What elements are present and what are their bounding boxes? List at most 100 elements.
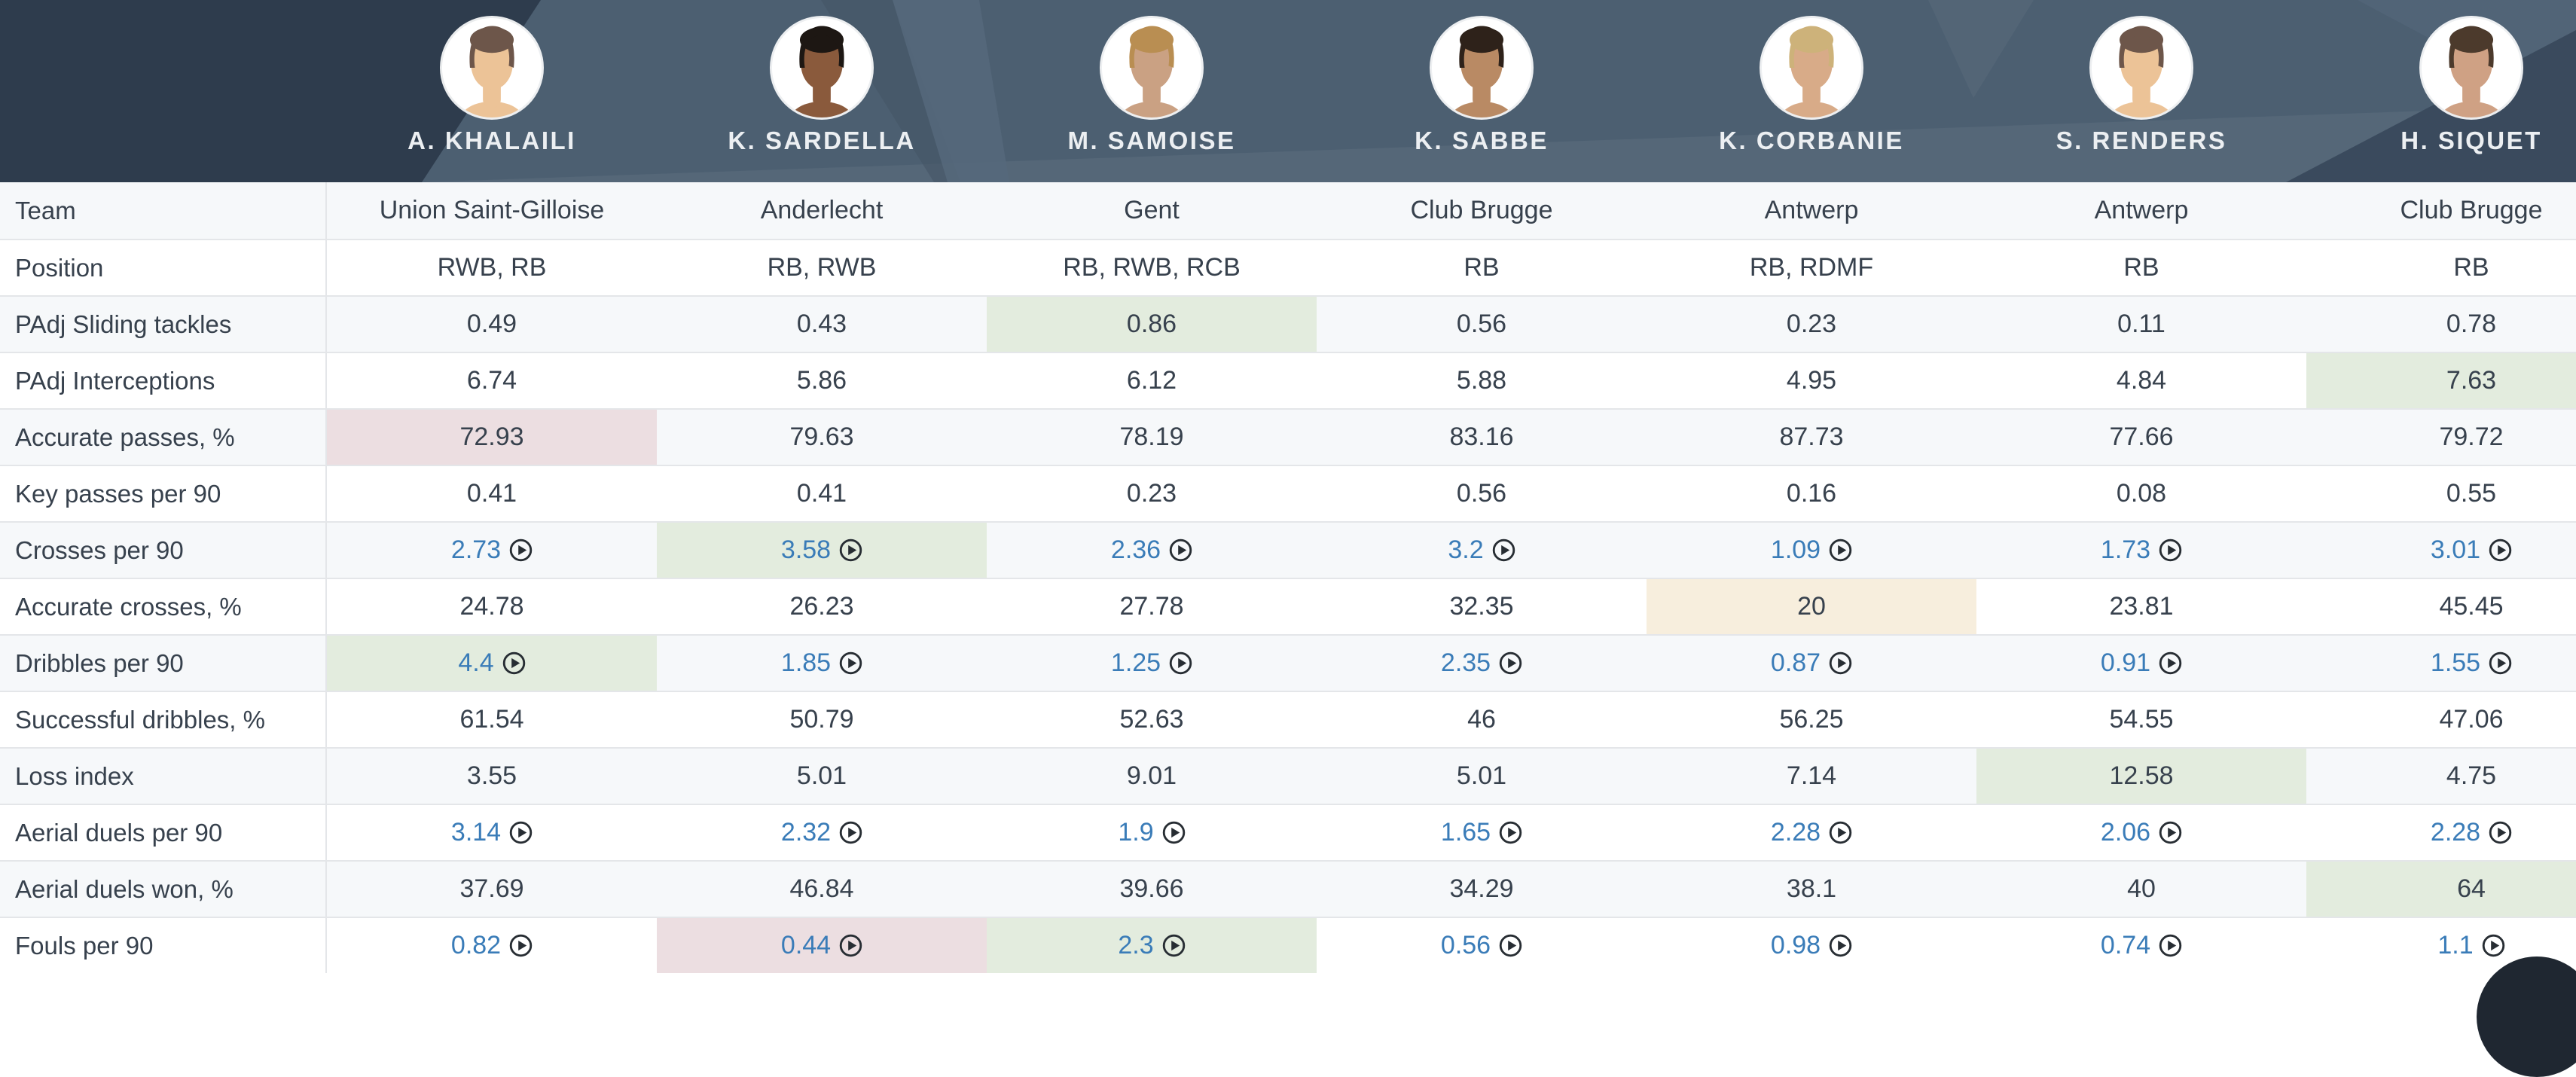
- stat-value[interactable]: 2.28: [2430, 818, 2481, 847]
- stat-value[interactable]: 2.3: [1118, 931, 1154, 960]
- row-label: Dribbles per 90: [0, 636, 327, 691]
- stat-value: Antwerp: [1764, 196, 1859, 224]
- player-column: K. SABBE: [1317, 0, 1647, 182]
- stat-value: 45.45: [2439, 592, 2504, 621]
- player-name[interactable]: K. CORBANIE: [1719, 127, 1904, 154]
- stat-value[interactable]: 1.85: [780, 648, 832, 677]
- stat-value[interactable]: 0.98: [1770, 931, 1821, 960]
- play-video-icon[interactable]: [1162, 934, 1186, 957]
- player-column: A. KHALAILI: [327, 0, 657, 182]
- play-video-icon[interactable]: [509, 538, 533, 562]
- stat-cell: 79.72: [2306, 410, 2576, 465]
- placeholder-avatar[interactable]: [442, 18, 542, 117]
- stat-value: 9.01: [1126, 761, 1177, 790]
- table-row: Accurate crosses, % 24.78 26.23 27.78 32.35 2…: [0, 578, 2576, 634]
- play-video-icon[interactable]: [1499, 821, 1522, 844]
- play-video-icon[interactable]: [2482, 934, 2505, 957]
- stat-value: RB, RWB, RCB: [1063, 253, 1241, 282]
- stat-value[interactable]: 1.73: [2100, 535, 2151, 564]
- photo-avatar[interactable]: [1762, 18, 1861, 117]
- play-video-icon[interactable]: [2489, 821, 2512, 844]
- chat-bubble-button[interactable]: [2477, 956, 2576, 1077]
- stat-cell: 1.55: [2306, 636, 2576, 691]
- stat-value[interactable]: 3.2: [1448, 535, 1484, 564]
- stat-value[interactable]: 0.56: [1440, 931, 1491, 960]
- player-name[interactable]: S. RENDERS: [2056, 127, 2227, 154]
- stat-value[interactable]: 0.91: [2100, 648, 2151, 677]
- stat-cell: 46.84: [657, 862, 987, 917]
- play-video-icon[interactable]: [2159, 651, 2182, 675]
- play-video-icon[interactable]: [1169, 651, 1192, 675]
- stat-value[interactable]: 2.32: [780, 818, 832, 847]
- row-label: Crosses per 90: [0, 523, 327, 578]
- player-name[interactable]: A. KHALAILI: [407, 127, 576, 154]
- stat-value[interactable]: 0.74: [2100, 931, 2151, 960]
- play-video-icon[interactable]: [839, 934, 862, 957]
- stat-value[interactable]: 2.28: [1770, 818, 1821, 847]
- play-video-icon[interactable]: [502, 651, 526, 675]
- play-video-icon[interactable]: [1829, 538, 1852, 562]
- stat-cell: 77.66: [1976, 410, 2306, 465]
- stat-value[interactable]: 1.25: [1110, 648, 1161, 677]
- stat-value: 4.75: [2446, 761, 2497, 790]
- photo-avatar[interactable]: [2422, 18, 2521, 117]
- stat-value[interactable]: 3.14: [450, 818, 502, 847]
- play-video-icon[interactable]: [2159, 538, 2182, 562]
- player-name[interactable]: M. SAMOISE: [1067, 127, 1236, 154]
- play-video-icon[interactable]: [1492, 538, 1515, 562]
- stat-value[interactable]: 0.44: [780, 931, 832, 960]
- stat-value[interactable]: 1.9: [1118, 818, 1154, 847]
- stat-value[interactable]: 1.09: [1770, 535, 1821, 564]
- stat-value: 0.16: [1786, 479, 1837, 508]
- play-video-icon[interactable]: [839, 538, 862, 562]
- stat-cell: 26.23: [657, 579, 987, 634]
- stat-value[interactable]: 0.82: [450, 931, 502, 960]
- player-name[interactable]: K. SABBE: [1415, 127, 1549, 154]
- stat-cell: 0.49: [327, 297, 657, 352]
- play-video-icon[interactable]: [1162, 821, 1186, 844]
- play-video-icon[interactable]: [1499, 934, 1522, 957]
- stat-value[interactable]: 3.58: [780, 535, 832, 564]
- stat-value[interactable]: 2.06: [2100, 818, 2151, 847]
- play-video-icon[interactable]: [1829, 651, 1852, 675]
- stat-value[interactable]: 0.87: [1770, 648, 1821, 677]
- photo-avatar[interactable]: [772, 18, 871, 117]
- table-row: Team Union Saint-Gilloise Anderlecht Gent Cl…: [0, 182, 2576, 239]
- stat-cell: 0.08: [1976, 466, 2306, 521]
- stat-value: 24.78: [459, 592, 524, 621]
- stat-value[interactable]: 1.55: [2430, 648, 2481, 677]
- stat-cell: 0.56: [1317, 918, 1647, 973]
- stat-value: 0.11: [2117, 310, 2165, 338]
- play-video-icon[interactable]: [509, 934, 533, 957]
- placeholder-avatar[interactable]: [2092, 18, 2191, 117]
- photo-avatar[interactable]: [1102, 18, 1201, 117]
- play-video-icon[interactable]: [839, 821, 862, 844]
- play-video-icon[interactable]: [2489, 651, 2512, 675]
- player-name[interactable]: H. SIQUET: [2401, 127, 2542, 154]
- stat-value[interactable]: 2.36: [1110, 535, 1161, 564]
- stat-cell: 4.75: [2306, 749, 2576, 804]
- play-video-icon[interactable]: [2489, 538, 2512, 562]
- stat-value[interactable]: 1.1: [2437, 931, 2474, 960]
- stat-cell: 0.16: [1647, 466, 1976, 521]
- photo-avatar[interactable]: [1432, 18, 1531, 117]
- stat-cell: RB: [1976, 240, 2306, 295]
- stat-cell: 34.29: [1317, 862, 1647, 917]
- play-video-icon[interactable]: [1499, 651, 1522, 675]
- player-name[interactable]: K. SARDELLA: [728, 127, 916, 154]
- stat-value[interactable]: 1.65: [1440, 818, 1491, 847]
- stat-value[interactable]: 2.73: [450, 535, 502, 564]
- row-label: Team: [0, 182, 327, 239]
- play-video-icon[interactable]: [2159, 821, 2182, 844]
- play-video-icon[interactable]: [509, 821, 533, 844]
- play-video-icon[interactable]: [839, 651, 862, 675]
- stat-value[interactable]: 3.01: [2430, 535, 2481, 564]
- stat-cell: RWB, RB: [327, 240, 657, 295]
- play-video-icon[interactable]: [1169, 538, 1192, 562]
- play-video-icon[interactable]: [2159, 934, 2182, 957]
- play-video-icon[interactable]: [1829, 934, 1852, 957]
- stat-value: 20: [1797, 592, 1826, 621]
- stat-value[interactable]: 4.4: [458, 648, 494, 677]
- stat-value[interactable]: 2.35: [1440, 648, 1491, 677]
- play-video-icon[interactable]: [1829, 821, 1852, 844]
